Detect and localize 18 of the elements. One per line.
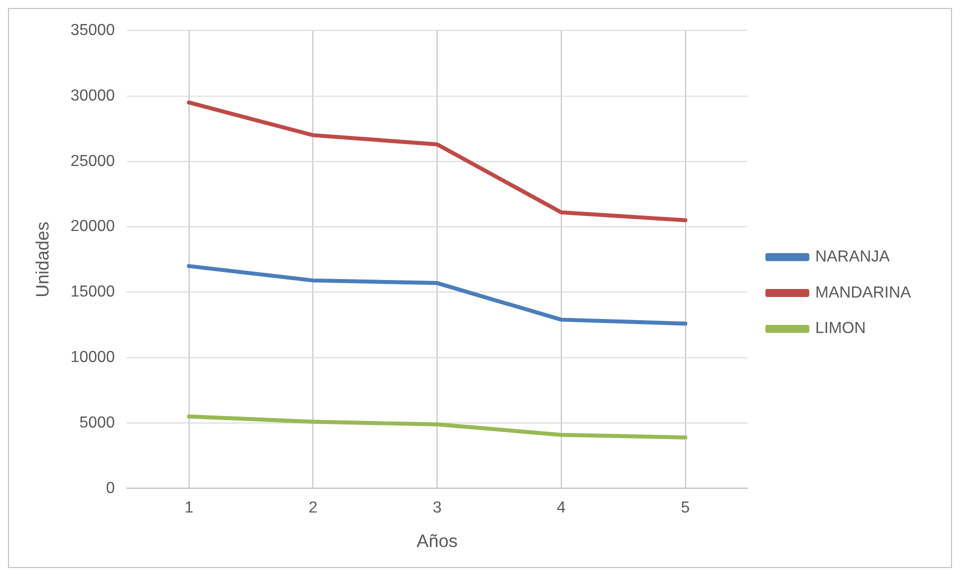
y-tick-label: 10000 — [70, 349, 115, 366]
y-tick-label: 25000 — [70, 152, 115, 170]
x-tick-label: 5 — [680, 499, 690, 516]
y-tick-label: 0 — [106, 480, 115, 497]
y-tick-label: 15000 — [70, 284, 115, 301]
x-tick-label: 3 — [432, 499, 442, 516]
y-tick-label: 30000 — [70, 87, 115, 104]
x-tick-label: 2 — [308, 499, 318, 516]
x-axis-title: Años — [416, 531, 458, 552]
legend-label: LIMON — [815, 320, 866, 338]
legend-label: MANDARINA — [815, 284, 912, 302]
x-tick-label: 1 — [184, 499, 194, 516]
y-tick-label: 5000 — [79, 414, 115, 432]
legend-label: NARANJA — [815, 248, 890, 266]
y-tick-label: 20000 — [70, 218, 115, 236]
y-axis-title: Unidades — [32, 222, 53, 298]
y-tick-label: 35000 — [70, 22, 115, 39]
x-tick-label: 4 — [556, 499, 566, 516]
